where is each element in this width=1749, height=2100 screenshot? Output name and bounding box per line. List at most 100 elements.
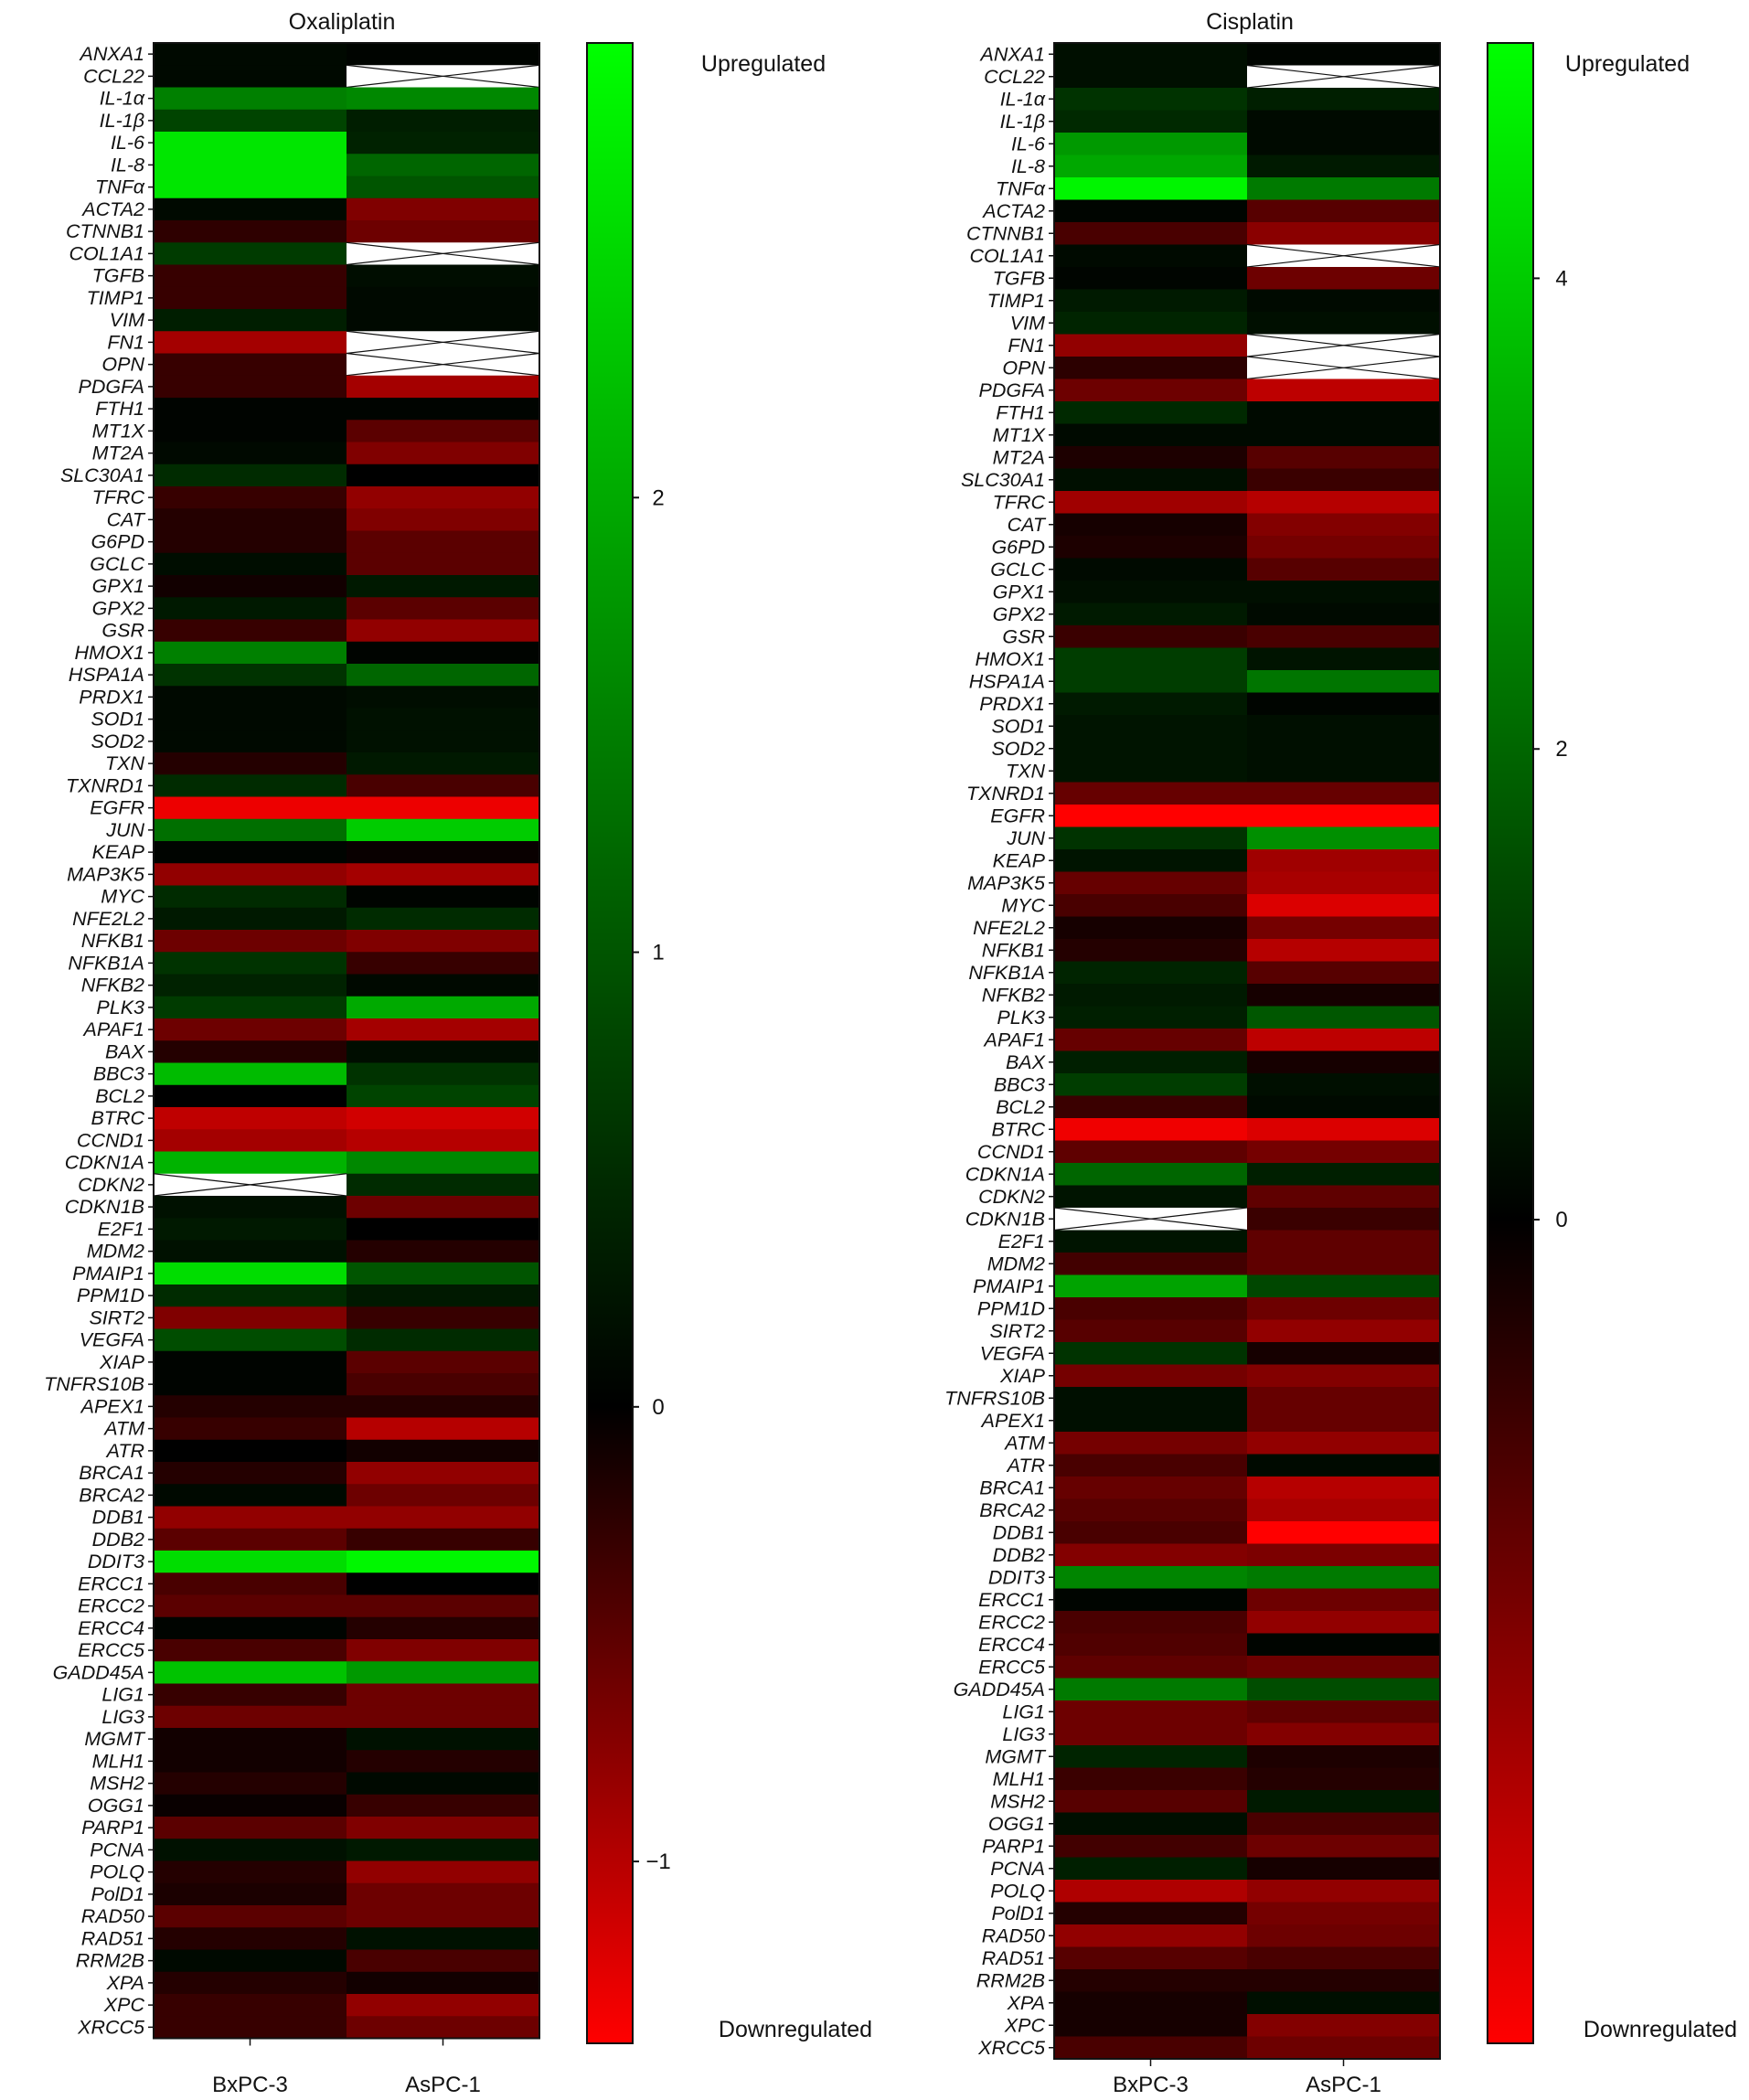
heatmap-cell — [347, 863, 539, 887]
heatmap-cell — [1247, 43, 1440, 67]
gene-label: PRDX1 — [79, 686, 144, 708]
heatmap-cell — [1054, 244, 1247, 268]
heatmap-cell — [1247, 1185, 1440, 1209]
heatmap-cell — [1054, 1611, 1247, 1635]
heatmap-cell — [347, 1173, 539, 1197]
gene-label: GADD45A — [954, 1679, 1045, 1700]
heatmap-cell — [1247, 1521, 1440, 1545]
gene-label: MT1X — [92, 420, 146, 442]
heatmap-cell — [347, 841, 539, 864]
heatmap-cell — [154, 353, 347, 377]
gene-label: DDB1 — [993, 1521, 1045, 1543]
colorbar — [1487, 42, 1534, 2044]
heatmap-cell — [347, 43, 539, 66]
gene-label: EGFR — [90, 797, 144, 819]
gene-label: ACTA2 — [80, 198, 144, 220]
heatmap-cell — [347, 1616, 539, 1640]
heatmap-cell — [154, 796, 347, 820]
heatmap-cell — [154, 708, 347, 731]
heatmap-cell — [347, 1506, 539, 1530]
gene-label: TNFα — [95, 176, 145, 198]
gene-label: APAF1 — [982, 1029, 1045, 1050]
gene-label: ERCC4 — [978, 1634, 1045, 1656]
gene-label: LIG3 — [101, 1706, 144, 1728]
gene-label: BRCA1 — [79, 1462, 144, 1484]
heatmap-cell — [154, 1306, 347, 1330]
gene-label: APEX1 — [80, 1395, 144, 1417]
heatmap-cell — [154, 1594, 347, 1618]
heatmap-cell — [1247, 961, 1440, 985]
heatmap-cell — [347, 1084, 539, 1108]
gene-label: IL-8 — [111, 154, 144, 176]
heatmap-cell — [347, 1373, 539, 1396]
heatmap-cell — [1247, 446, 1440, 470]
heatmap-cell — [1054, 1050, 1247, 1074]
gene-label: XIAP — [999, 1365, 1046, 1387]
heatmap-cell — [1247, 1364, 1440, 1388]
gene-label: PolD1 — [991, 1903, 1045, 1924]
gene-label: NFKB1 — [81, 930, 144, 952]
heatmap-cell — [154, 552, 347, 576]
heatmap-cell — [1054, 760, 1247, 784]
gene-label: SIRT2 — [989, 1320, 1045, 1342]
heatmap-cell — [1054, 222, 1247, 246]
heatmap-cell — [1054, 849, 1247, 873]
heatmap-cell — [1054, 357, 1247, 380]
heatmap-cell — [1054, 625, 1247, 649]
heatmap-cell — [1054, 984, 1247, 1007]
colorbar-top-label: Upregulated — [701, 51, 826, 77]
heatmap-cell — [1247, 1006, 1440, 1029]
gene-label: PMAIP1 — [72, 1263, 144, 1285]
heatmap-cell — [347, 1306, 539, 1330]
gene-label: RAD50 — [982, 1924, 1045, 1946]
heatmap-cell — [154, 952, 347, 975]
gene-label: ATM — [102, 1418, 144, 1440]
heatmap-cell — [347, 264, 539, 288]
gene-label: SLC30A1 — [961, 469, 1045, 491]
heatmap-cell — [154, 1151, 347, 1175]
heatmap-cell — [1054, 2014, 1247, 2038]
heatmap-cell — [1054, 1253, 1247, 1276]
gene-label: NFE2L2 — [72, 908, 144, 930]
heatmap-cell — [1054, 602, 1247, 626]
heatmap-cell — [154, 774, 347, 798]
gene-label: ERCC1 — [78, 1572, 144, 1594]
heatmap-cell — [347, 442, 539, 465]
heatmap-cell — [347, 708, 539, 731]
gene-label: RAD51 — [982, 1947, 1045, 1969]
heatmap-cell — [1054, 312, 1247, 336]
heatmap-cell — [154, 442, 347, 465]
heatmap-cell — [1247, 1812, 1440, 1836]
gene-label: TNFRS10B — [44, 1373, 144, 1395]
gene-label: XRCC5 — [977, 2037, 1046, 2059]
heatmap-cell — [1054, 1073, 1247, 1097]
heatmap-cell — [1247, 222, 1440, 246]
gene-label: TNFRS10B — [944, 1387, 1045, 1409]
heatmap-cell — [347, 1949, 539, 1973]
heatmap-cell — [1247, 1230, 1440, 1253]
gene-label: TXNRD1 — [966, 783, 1045, 805]
heatmap-cell — [347, 1639, 539, 1662]
heatmap-cell — [1247, 1498, 1440, 1522]
heatmap-cell — [1054, 1185, 1247, 1209]
heatmap-cell — [1054, 1924, 1247, 1948]
gene-label: DDB2 — [92, 1529, 144, 1551]
gene-label: ERCC5 — [978, 1656, 1046, 1678]
gene-label: KEAP — [92, 841, 145, 863]
heatmap-cell — [1054, 1140, 1247, 1164]
heatmap-cell — [347, 1350, 539, 1374]
gene-label: TXN — [105, 752, 144, 774]
heatmap-cell — [1247, 88, 1440, 112]
heatmap-cell — [154, 1728, 347, 1751]
heatmap-cell — [1054, 401, 1247, 425]
heatmap-cell — [347, 197, 539, 221]
gene-label: TFRC — [92, 486, 145, 508]
gene-label: GPX2 — [92, 597, 144, 619]
gene-label: IL-1β — [100, 110, 144, 132]
heatmap-cell — [1247, 267, 1440, 291]
gene-label: ANXA1 — [978, 43, 1045, 65]
heatmap-cell — [1247, 715, 1440, 739]
heatmap-cell — [347, 1705, 539, 1729]
gene-label: ERCC4 — [78, 1617, 144, 1639]
gene-label: BCL2 — [996, 1096, 1045, 1118]
